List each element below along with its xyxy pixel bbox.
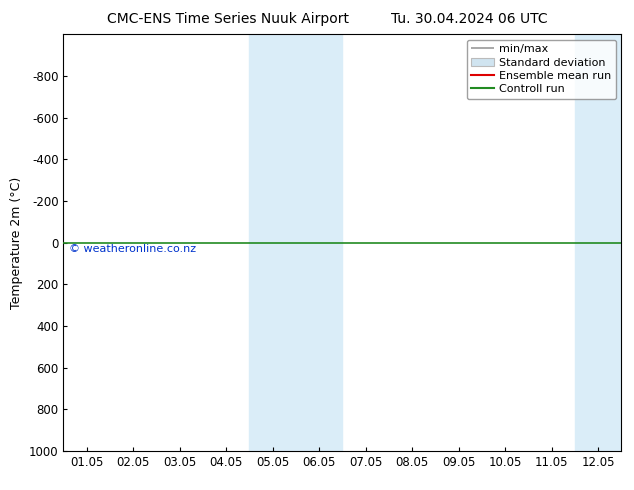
Legend: min/max, Standard deviation, Ensemble mean run, Controll run: min/max, Standard deviation, Ensemble me… — [467, 40, 616, 99]
Y-axis label: Temperature 2m (°C): Temperature 2m (°C) — [10, 176, 23, 309]
Text: CMC-ENS Time Series Nuuk Airport: CMC-ENS Time Series Nuuk Airport — [107, 12, 349, 26]
Bar — [249, 34, 342, 451]
Bar — [575, 34, 634, 451]
Text: © weatheronline.co.nz: © weatheronline.co.nz — [69, 244, 196, 254]
Text: Tu. 30.04.2024 06 UTC: Tu. 30.04.2024 06 UTC — [391, 12, 548, 26]
